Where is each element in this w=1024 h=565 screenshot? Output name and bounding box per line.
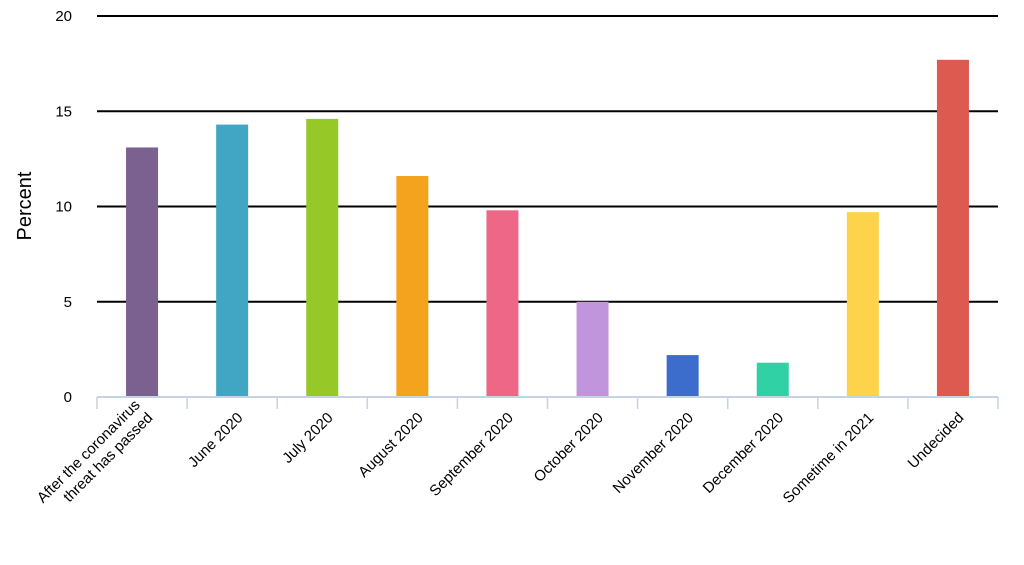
bar xyxy=(126,147,159,397)
x-tick-label: July 2020 xyxy=(279,409,336,466)
x-tick-label: Sometime in 2021 xyxy=(780,409,878,507)
x-tick-label-group: October 2020 xyxy=(531,409,607,485)
x-tick-label: September 2020 xyxy=(426,409,516,499)
bar xyxy=(936,59,969,397)
y-axis-ticks: 0 5 10 15 20 xyxy=(55,8,72,406)
x-tick-label-group: June 2020 xyxy=(185,409,247,471)
y-tick-label: 15 xyxy=(55,103,72,120)
x-tick-label-group: December 2020 xyxy=(700,409,787,496)
x-tick-label-group: August 2020 xyxy=(355,409,427,481)
x-tick-label: November 2020 xyxy=(610,409,697,496)
bar xyxy=(846,212,879,397)
bar xyxy=(756,362,789,397)
y-axis-label: Percent xyxy=(14,171,36,240)
bar xyxy=(576,301,609,397)
x-tick-label: December 2020 xyxy=(700,409,787,496)
x-tick-label: Undecided xyxy=(905,409,968,472)
x-axis xyxy=(96,396,999,409)
x-tick-label-group: Undecided xyxy=(905,409,968,472)
y-tick-label: 5 xyxy=(64,294,72,311)
x-tick-label: June 2020 xyxy=(185,409,247,471)
bar xyxy=(216,124,249,398)
x-tick-label-group: July 2020 xyxy=(279,409,336,466)
y-tick-label: 0 xyxy=(64,389,72,406)
bar xyxy=(666,355,699,397)
bar xyxy=(486,210,519,397)
x-tick-label: After the coronavirus xyxy=(34,397,144,507)
x-tick-label-group: September 2020 xyxy=(426,409,516,499)
bars xyxy=(126,59,969,398)
x-tick-label: October 2020 xyxy=(531,409,607,485)
y-tick-label: 10 xyxy=(55,199,72,216)
x-tick-label-group: November 2020 xyxy=(610,409,697,496)
x-tick-label-group: Sometime in 2021 xyxy=(780,409,878,507)
x-tick-label: August 2020 xyxy=(355,409,427,481)
bar xyxy=(396,176,429,397)
y-tick-label: 20 xyxy=(55,8,72,25)
bar xyxy=(306,118,339,398)
